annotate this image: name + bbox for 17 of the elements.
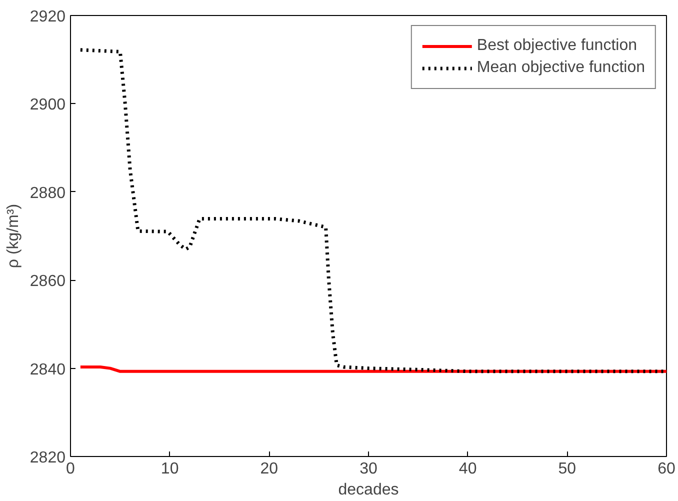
x-tick-label: 20 [260, 460, 278, 478]
y-tick-label: 2860 [30, 273, 66, 290]
y-axis-title: ρ (kg/m³) [4, 204, 22, 268]
x-axis-title: decades [338, 482, 399, 498]
y-tick-label: 2820 [30, 450, 66, 466]
x-tick-label: 0 [66, 460, 76, 478]
y-tick-label: 2880 [30, 184, 66, 202]
x-tick-label: 60 [658, 460, 676, 478]
legend-label: Best objective function [476, 37, 637, 55]
x-tick-label: 30 [360, 460, 378, 478]
x-tick-label: 40 [458, 460, 477, 478]
y-tick-label: 2840 [30, 361, 66, 378]
legend-label: Mean objective function [476, 59, 645, 77]
y-tick-label: 2920 [30, 8, 66, 26]
y-tick-label: 2900 [30, 96, 66, 114]
x-tick-label: 50 [558, 460, 576, 478]
x-tick-label: 10 [160, 460, 179, 478]
